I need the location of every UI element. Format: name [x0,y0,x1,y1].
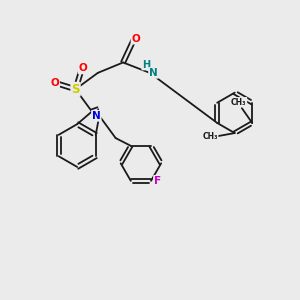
Text: O: O [50,78,59,88]
Text: O: O [79,63,87,74]
Text: F: F [154,176,161,186]
Text: O: O [131,34,140,44]
Text: S: S [71,83,80,96]
Text: N: N [149,68,158,78]
Text: N: N [92,111,101,121]
Text: H: H [142,59,150,70]
Text: CH₃: CH₃ [231,98,247,106]
Text: CH₃: CH₃ [202,131,218,140]
